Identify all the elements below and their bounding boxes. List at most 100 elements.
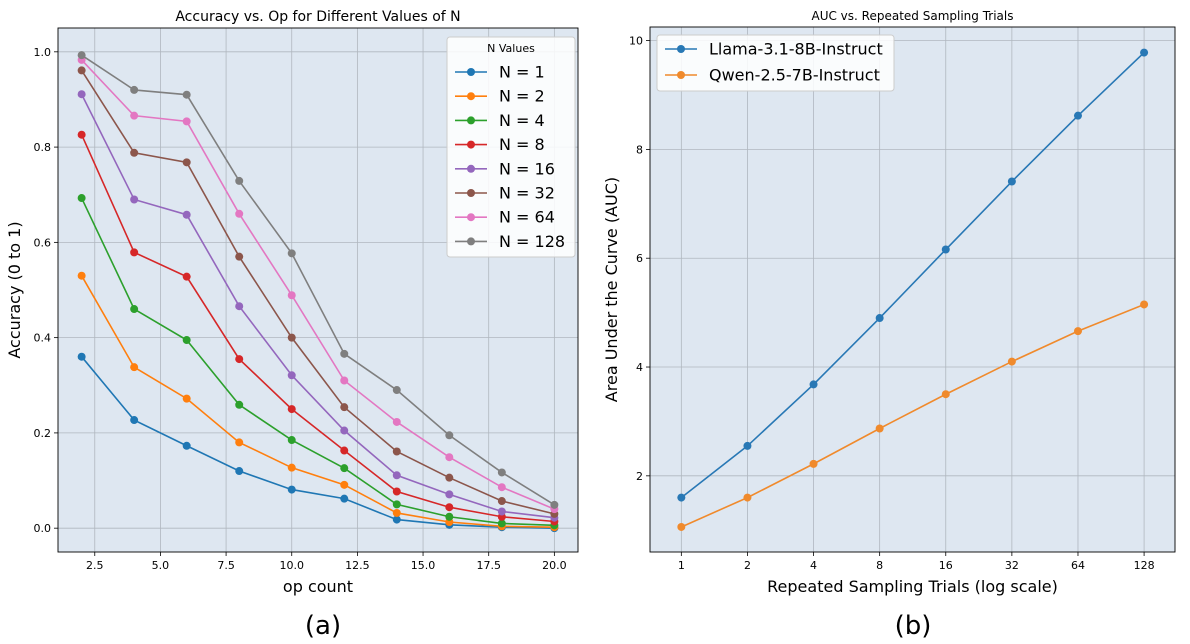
data-point bbox=[392, 500, 401, 509]
data-point bbox=[1140, 48, 1149, 57]
data-point bbox=[235, 355, 244, 364]
data-point bbox=[130, 111, 139, 120]
legend-box bbox=[446, 36, 576, 258]
legend-label: N = 16 bbox=[499, 159, 555, 178]
data-point bbox=[1073, 111, 1082, 120]
legend-swatch-marker bbox=[467, 140, 475, 149]
data-point bbox=[287, 485, 296, 494]
series-line bbox=[81, 54, 555, 506]
data-point bbox=[182, 158, 191, 167]
panel-label-a: (a) bbox=[305, 611, 341, 641]
data-point bbox=[340, 494, 349, 503]
data-point bbox=[340, 464, 349, 473]
chart-title: Accuracy vs. Op for Different Values of … bbox=[175, 9, 460, 25]
x-tick-label: 20.0 bbox=[542, 559, 567, 572]
x-tick-label: 17.5 bbox=[476, 559, 501, 572]
plot-area bbox=[650, 27, 1175, 552]
series-line bbox=[80, 134, 555, 523]
panel-label-b: (b) bbox=[895, 611, 932, 641]
x-tick-label: 1 bbox=[678, 559, 685, 572]
data-point bbox=[182, 117, 191, 126]
series-line bbox=[80, 197, 555, 527]
y-tick-label: 2 bbox=[636, 470, 643, 483]
data-point bbox=[392, 386, 401, 395]
x-tick-label: 32 bbox=[1005, 559, 1019, 572]
legend-swatch-marker bbox=[467, 92, 475, 101]
data-point bbox=[497, 483, 506, 492]
legend-swatch-marker bbox=[467, 116, 475, 125]
data-point bbox=[445, 473, 454, 482]
y-axis-label: Accuracy (0 to 1) bbox=[5, 221, 24, 358]
data-point bbox=[287, 463, 296, 472]
y-tick-label: 1.0 bbox=[34, 46, 52, 59]
series-line bbox=[80, 93, 555, 519]
series-line bbox=[80, 275, 555, 529]
data-point bbox=[392, 417, 401, 426]
legend-label: N = 64 bbox=[499, 208, 555, 227]
data-point bbox=[340, 480, 349, 489]
legend-swatch-marker bbox=[467, 213, 475, 222]
y-tick-label: 0.2 bbox=[34, 427, 52, 440]
data-point bbox=[182, 394, 191, 403]
data-point bbox=[340, 349, 349, 358]
data-point bbox=[182, 441, 191, 450]
data-point bbox=[445, 490, 454, 499]
legend-swatch-marker bbox=[677, 45, 685, 53]
x-tick-label: 7.5 bbox=[217, 559, 235, 572]
data-point bbox=[77, 51, 86, 60]
axes-frame bbox=[57, 27, 579, 553]
x-tick-label: 15.0 bbox=[411, 559, 436, 572]
data-point bbox=[130, 148, 139, 157]
data-point bbox=[340, 376, 349, 385]
data-point bbox=[235, 467, 244, 476]
data-point bbox=[1073, 327, 1082, 336]
data-point bbox=[130, 305, 139, 314]
data-point bbox=[875, 424, 884, 433]
legend-label: N = 2 bbox=[499, 87, 545, 106]
legend-label: N = 128 bbox=[499, 232, 565, 251]
x-tick-label: 4 bbox=[810, 559, 817, 572]
data-point bbox=[77, 194, 86, 203]
legend-swatch-marker bbox=[467, 164, 475, 173]
y-tick-label: 4 bbox=[636, 361, 643, 374]
data-point bbox=[392, 471, 401, 480]
y-tick-label: 8 bbox=[636, 143, 643, 156]
data-point bbox=[497, 468, 506, 477]
x-tick-label: 5.0 bbox=[152, 559, 170, 572]
data-point bbox=[130, 85, 139, 94]
data-point bbox=[340, 446, 349, 455]
legend-label: Llama-3.1-8B-Instruct bbox=[709, 40, 883, 59]
x-tick-label: 12.5 bbox=[345, 559, 370, 572]
data-point bbox=[445, 503, 454, 512]
legend-label: N = 8 bbox=[499, 135, 545, 154]
legend-title: N Values bbox=[487, 42, 535, 55]
data-point bbox=[392, 508, 401, 517]
data-point bbox=[130, 416, 139, 425]
x-tick-label: 8 bbox=[876, 559, 883, 572]
y-tick-label: 0.0 bbox=[34, 522, 52, 535]
y-tick-label: 6 bbox=[636, 252, 643, 265]
chart-title: AUC vs. Repeated Sampling Trials bbox=[812, 9, 1014, 23]
data-point bbox=[130, 363, 139, 372]
data-point bbox=[809, 459, 818, 468]
legend-swatch-marker bbox=[677, 71, 685, 79]
data-point bbox=[235, 438, 244, 447]
data-point bbox=[235, 302, 244, 311]
data-point bbox=[287, 291, 296, 300]
data-point bbox=[287, 249, 296, 258]
accuracy-chart: 2.5 5.0 7.5 10.0 12.5 15.0 17.5 20.0 0.0 0.2 0.4 0.… bbox=[5, 9, 579, 596]
x-tick-label: 64 bbox=[1071, 559, 1085, 572]
y-tick-label: 10 bbox=[629, 35, 643, 48]
data-point bbox=[287, 371, 296, 380]
data-point bbox=[77, 352, 86, 361]
data-point bbox=[182, 272, 191, 281]
series-line bbox=[81, 356, 555, 529]
legend-box bbox=[656, 34, 895, 92]
legend-label: N = 4 bbox=[499, 111, 545, 130]
legend-swatch-marker bbox=[467, 237, 475, 246]
data-point bbox=[1007, 177, 1016, 186]
data-point bbox=[445, 512, 454, 521]
series-line bbox=[81, 59, 555, 510]
data-point bbox=[235, 252, 244, 261]
